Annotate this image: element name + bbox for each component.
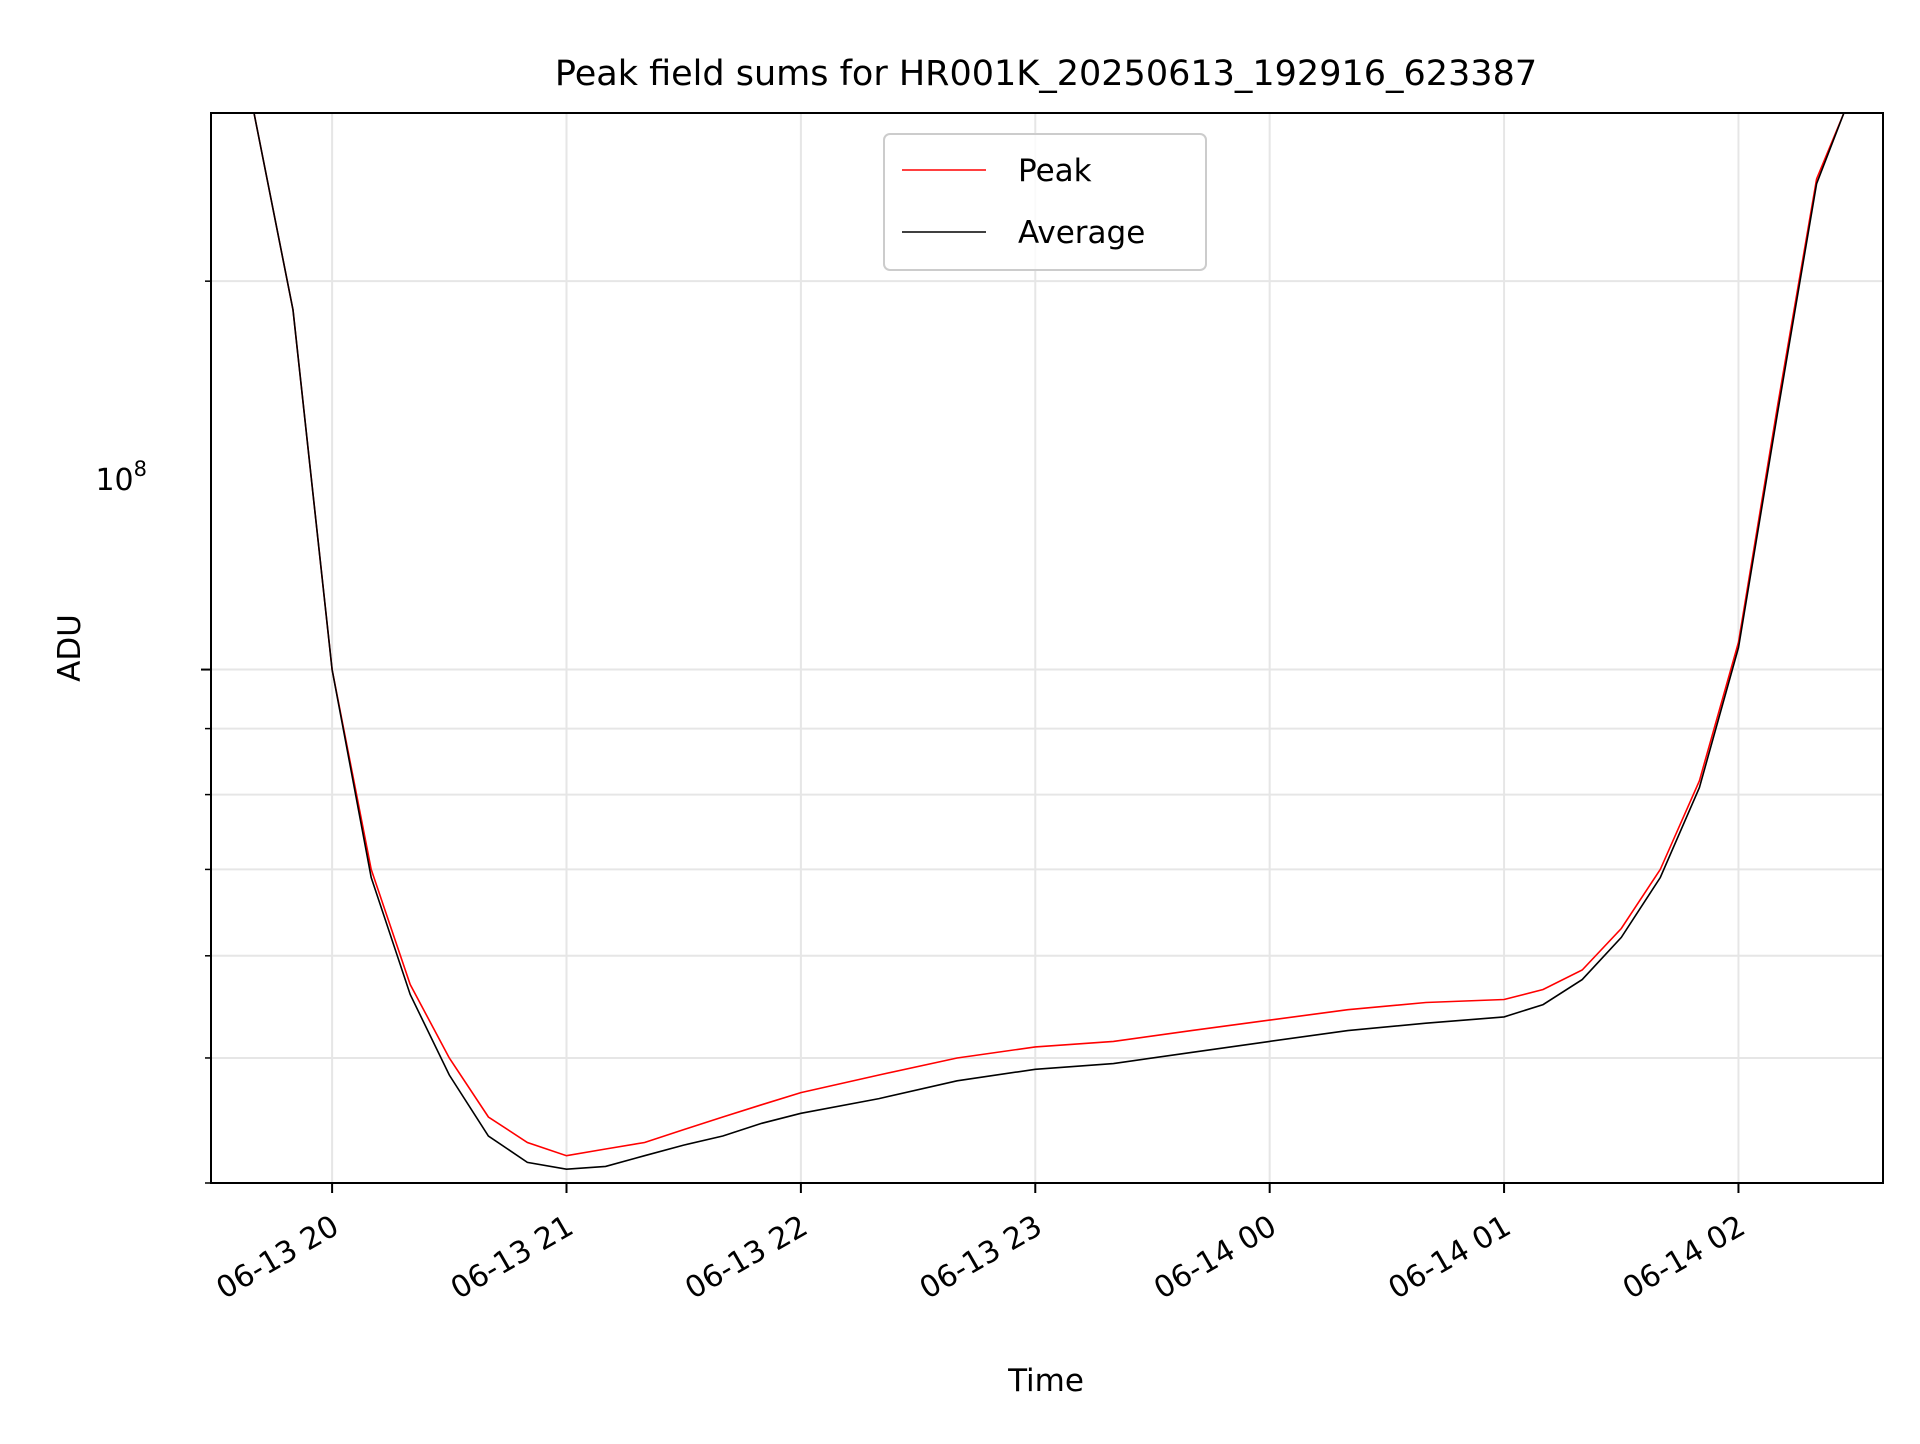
legend-label-average: Average [1018,215,1145,251]
series-line-peak [211,112,1845,1157]
legend: Peak Average [883,133,1207,271]
legend-label-peak: Peak [1018,153,1092,189]
series-layer [211,112,1845,1171]
chart-title: Peak field sums for HR001K_20250613_1929… [555,54,1537,94]
series-line-average [211,112,1845,1171]
y-tick-label-1e8: 108 [95,457,147,498]
y-axis-label: ADU [52,614,88,682]
x-axis-label: Time [1007,1363,1084,1399]
y-tick-label-exponent: 8 [134,457,147,481]
y-axis-ticks [201,280,211,1184]
plot-frame [210,112,1884,1184]
legend-box [883,133,1207,271]
y-tick-label-base: 10 [95,463,133,498]
